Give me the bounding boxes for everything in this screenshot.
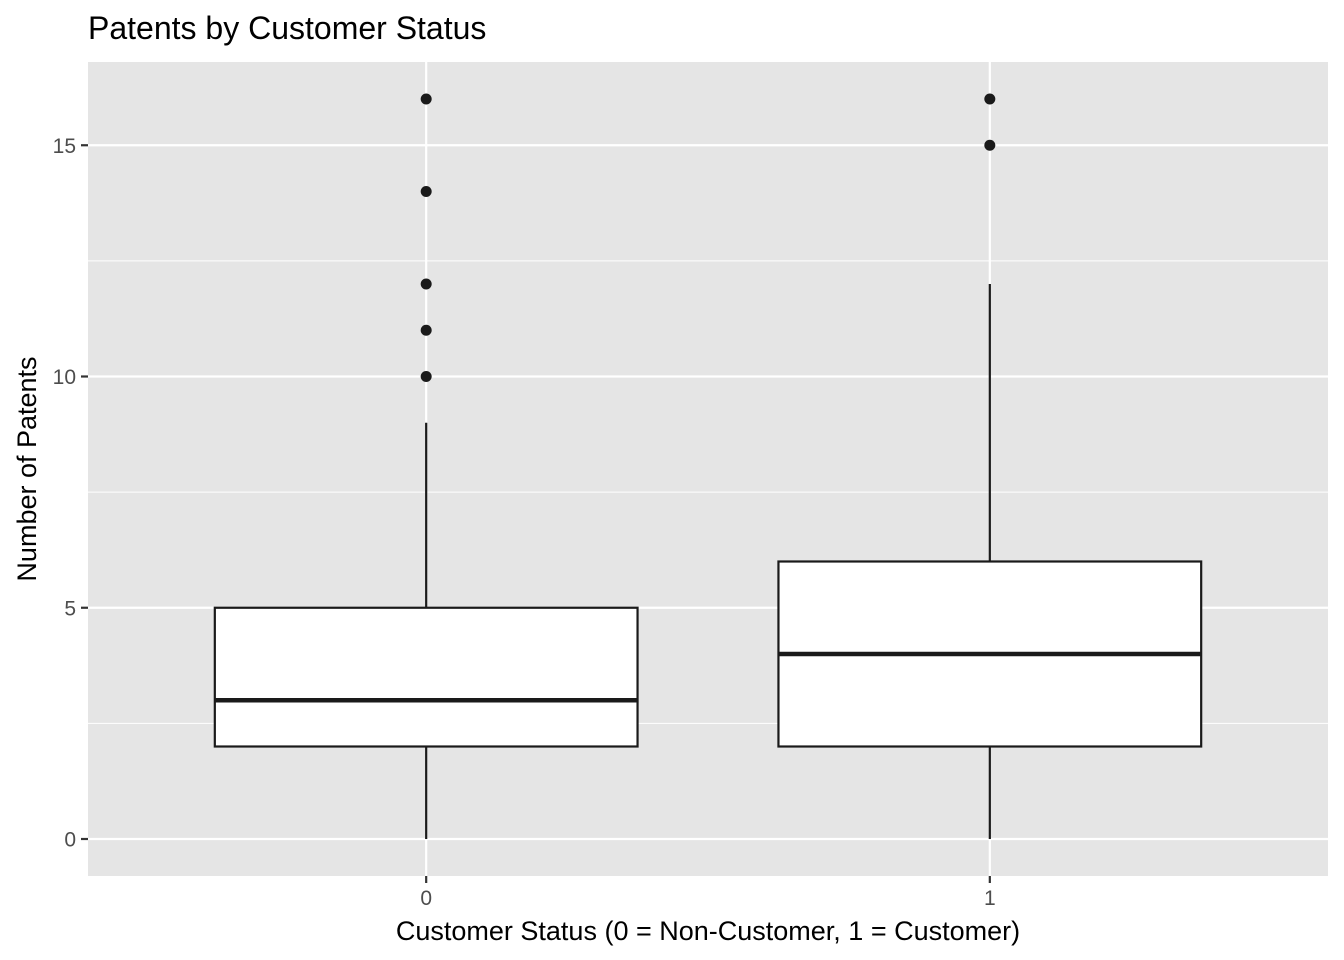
outlier-point: [984, 139, 996, 151]
box-group-0: [213, 93, 639, 839]
y-axis-title: Number of Patents: [12, 356, 42, 581]
outlier-point: [984, 93, 996, 105]
outlier-point: [420, 278, 432, 290]
iqr-box: [213, 606, 639, 748]
boxes: [213, 93, 1203, 839]
outlier-point: [420, 371, 432, 382]
y-axis: 0 5 10 15: [53, 135, 88, 852]
y-tick-label: 15: [53, 135, 76, 158]
y-tick-label: 5: [64, 597, 76, 620]
box-group-1: [777, 93, 1203, 839]
x-tick-label: 0: [420, 887, 432, 910]
plot-panel: [88, 62, 1328, 876]
x-axis-title: Customer Status (0 = Non-Customer, 1 = C…: [396, 916, 1020, 946]
x-tick-label: 1: [984, 887, 996, 910]
outlier-point: [420, 93, 432, 105]
outlier-point: [420, 186, 432, 197]
outlier-point: [420, 324, 432, 336]
y-tick-label: 10: [53, 366, 76, 389]
chart-title: Patents by Customer Status: [88, 10, 486, 46]
y-tick-label: 0: [64, 829, 76, 852]
